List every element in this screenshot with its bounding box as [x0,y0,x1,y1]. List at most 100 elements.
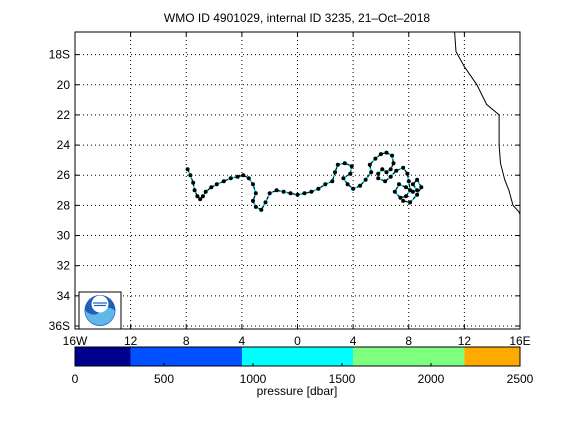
coastline [454,31,521,215]
profile-point [221,179,226,184]
profile-point [274,188,279,193]
profile-point [253,204,258,209]
colorbar-bin [353,347,465,366]
profile-point [390,153,395,158]
profile-point [259,207,264,212]
profile-point [253,191,258,196]
profile-point [302,191,307,196]
profile-point [263,200,268,205]
y-tick-label: 26 [57,168,71,182]
profile-point [380,167,385,172]
colorbar-border [74,346,521,367]
profile-point [281,189,286,194]
profile-point [363,177,368,182]
profile-point [330,179,335,184]
profile-point [228,176,233,181]
x-tick-label: 16W [63,334,88,348]
x-tick-label: 4 [350,334,357,348]
profile-point [358,183,363,188]
profile-point [241,173,246,178]
profile-point [384,170,389,175]
profile-point [369,170,374,175]
profile-point [341,176,346,181]
profile-point [410,189,415,194]
profile-point [351,186,356,191]
y-tick-label: 20 [57,78,71,92]
profile-point [333,170,337,175]
profile-point [367,162,372,167]
profile-point [404,194,408,199]
map-longitude-ticks: 16W 12 8 4 0 4 8 12 16E [63,32,531,348]
profile-point [342,161,347,166]
pressure-colorbar: 0 500 1000 1500 2000 2500 pressure [dbar] [72,346,534,398]
profile-point [185,167,190,172]
profile-point [323,182,328,187]
profile-point [410,182,415,187]
profile-point [391,161,396,166]
profile-point [246,176,251,181]
colorbar-tick-label: 2500 [507,372,534,386]
map-latitude-ticks: 18S 20 22 24 26 28 30 32 34 36S [49,48,520,333]
profile-point [295,192,300,197]
colorbar-tick-label: 1500 [329,372,356,386]
colorbar-tick-label: 1000 [240,372,267,386]
profile-point [404,185,408,190]
profile-point [401,198,406,203]
profile-point [408,200,413,205]
profile-point [392,189,397,194]
profile-point [192,188,197,193]
profile-point [415,188,420,193]
profile-point [383,179,388,184]
x-tick-label: 0 [294,334,301,348]
profile-point [419,185,424,190]
x-tick-label: 12 [124,334,138,348]
x-tick-label: 4 [239,334,246,348]
profile-point [405,171,410,176]
profile-point [406,179,411,184]
colorbar-label: pressure [dbar] [257,384,338,398]
noaa-logo [78,291,122,330]
profile-point [209,185,214,190]
profile-point [415,192,420,197]
profile-point [195,194,200,199]
colorbar-tick-label: 0 [72,372,79,386]
y-tick-label: 28 [57,198,71,212]
y-tick-label: 34 [57,289,71,303]
y-tick-label: 22 [57,108,71,122]
profile-point [267,191,272,196]
profile-point [345,182,350,187]
profile-point [335,162,340,167]
profile-point [288,191,293,196]
profile-point [251,182,255,187]
profile-point [349,164,354,169]
profile-point [309,189,314,194]
profile-point [316,186,321,191]
profile-point [373,156,378,161]
profile-point [388,167,393,172]
colorbar-bin [75,347,131,366]
colorbar-tick-label: 500 [154,372,174,386]
colorbar-bin [241,347,354,366]
map-plot-area: 16W 12 8 4 0 4 8 12 16E 18S 20 22 24 26 28 30 32 34 36S [49,31,531,348]
profile-point [191,180,196,185]
y-tick-label: 32 [57,259,71,273]
map-title: WMO ID 4901029, internal ID 3235, 21–Oct… [164,11,430,25]
profile-point [188,173,193,178]
profile-point [415,177,420,182]
profile-point [384,150,389,155]
colorbar-bin [130,347,242,366]
profile-point [388,174,393,179]
y-tick-label: 30 [57,229,71,243]
profile-point [198,197,203,202]
profile-point [348,171,353,176]
profile-point [398,195,403,200]
y-tick-label: 18S [49,48,70,62]
x-tick-label: 8 [183,334,190,348]
x-tick-label: 16E [509,334,530,348]
x-tick-label: 12 [458,334,472,348]
profile-point [251,198,255,203]
profile-point [214,182,219,187]
profile-point [378,152,383,157]
float-trajectory [185,150,424,212]
